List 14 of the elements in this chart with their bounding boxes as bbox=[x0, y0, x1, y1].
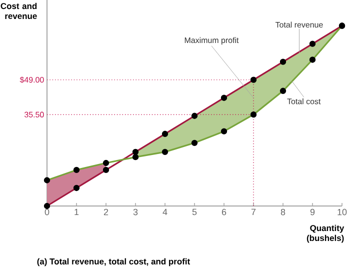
x-tick-label: 4 bbox=[162, 208, 168, 216]
x-tick-label: 9 bbox=[310, 208, 315, 216]
x-tick-label: 7 bbox=[251, 208, 256, 216]
x-tick-label: 10 bbox=[338, 208, 347, 216]
x-tick-label: 5 bbox=[192, 208, 197, 216]
x-tick-label: 0 bbox=[44, 208, 50, 216]
x-tick-label: 6 bbox=[222, 208, 226, 216]
y-axis-title: Cost and revenue bbox=[0, 2, 37, 20]
x-tick-label: 1 bbox=[74, 208, 79, 216]
x-axis-title: Quantity (bushels) bbox=[306, 224, 344, 243]
x-tick-label: 8 bbox=[280, 208, 286, 216]
x-tick-label: 2 bbox=[104, 208, 108, 216]
x-tick-label: 3 bbox=[133, 208, 138, 216]
text: (a) Total revenue, total cost, and profit bbox=[37, 258, 190, 266]
